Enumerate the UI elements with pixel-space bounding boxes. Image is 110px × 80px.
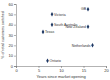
point-label: New Zealand [65,25,86,29]
tick-label: 15 [82,68,87,73]
tick-mark [14,66,16,67]
point-label: Netherlands [72,44,91,48]
tick-label: 0 [15,68,18,73]
axis-line [14,5,17,67]
tick-label: 50 [9,12,14,17]
tick: 0 [15,66,18,73]
tick-label: 40 [9,22,14,27]
tick-mark [14,35,16,36]
point [42,30,45,35]
tick: 20 [104,66,109,73]
tick: 10 [59,66,64,73]
tick-mark [14,14,16,15]
tick: 10 [9,53,16,58]
tick-mark [14,56,16,57]
point [91,43,94,48]
tick: 60 [9,2,16,7]
tick-label: 20 [104,68,109,73]
point-label: Victoria [54,13,66,17]
tick: 40 [9,22,16,27]
point [87,7,90,12]
x-axis: 0 5 10 15 20 [15,66,109,73]
points [42,7,94,63]
tick: 0 [11,64,16,69]
point-label: Ontario [50,59,62,63]
tick-mark [14,4,16,5]
y-axis-title: % of retail customers switched [1,11,5,58]
tick-label: 0 [11,64,14,69]
point [87,24,90,29]
point-label: Texas [45,30,54,34]
tick-label: 20 [9,43,14,48]
point [51,22,54,27]
tick: 20 [9,43,16,48]
tick-mark [14,45,16,46]
tick-label: 60 [9,2,14,7]
tick: 15 [82,66,87,73]
tick-label: 30 [9,33,14,38]
tick-mark [14,25,16,26]
tick-label: 5 [38,68,41,73]
x-axis-title: Years since market opening [36,74,85,79]
point-label: GB [81,7,87,11]
point [51,12,54,17]
tick-label: 10 [9,53,14,58]
tick: 50 [9,12,16,17]
tick: 30 [9,33,16,38]
tick: 5 [38,66,41,73]
y-axis: 0 10 20 30 40 50 60 [9,2,17,69]
tick-label: 10 [59,68,64,73]
point [46,59,49,64]
point-labels: VictoriaSouth AustraliaTexasGBNew Zealan… [45,7,91,63]
chart: 051015200102030405060VictoriaSouth Austr… [0,0,110,80]
plot: 051015200102030405060VictoriaSouth Austr… [9,2,110,73]
